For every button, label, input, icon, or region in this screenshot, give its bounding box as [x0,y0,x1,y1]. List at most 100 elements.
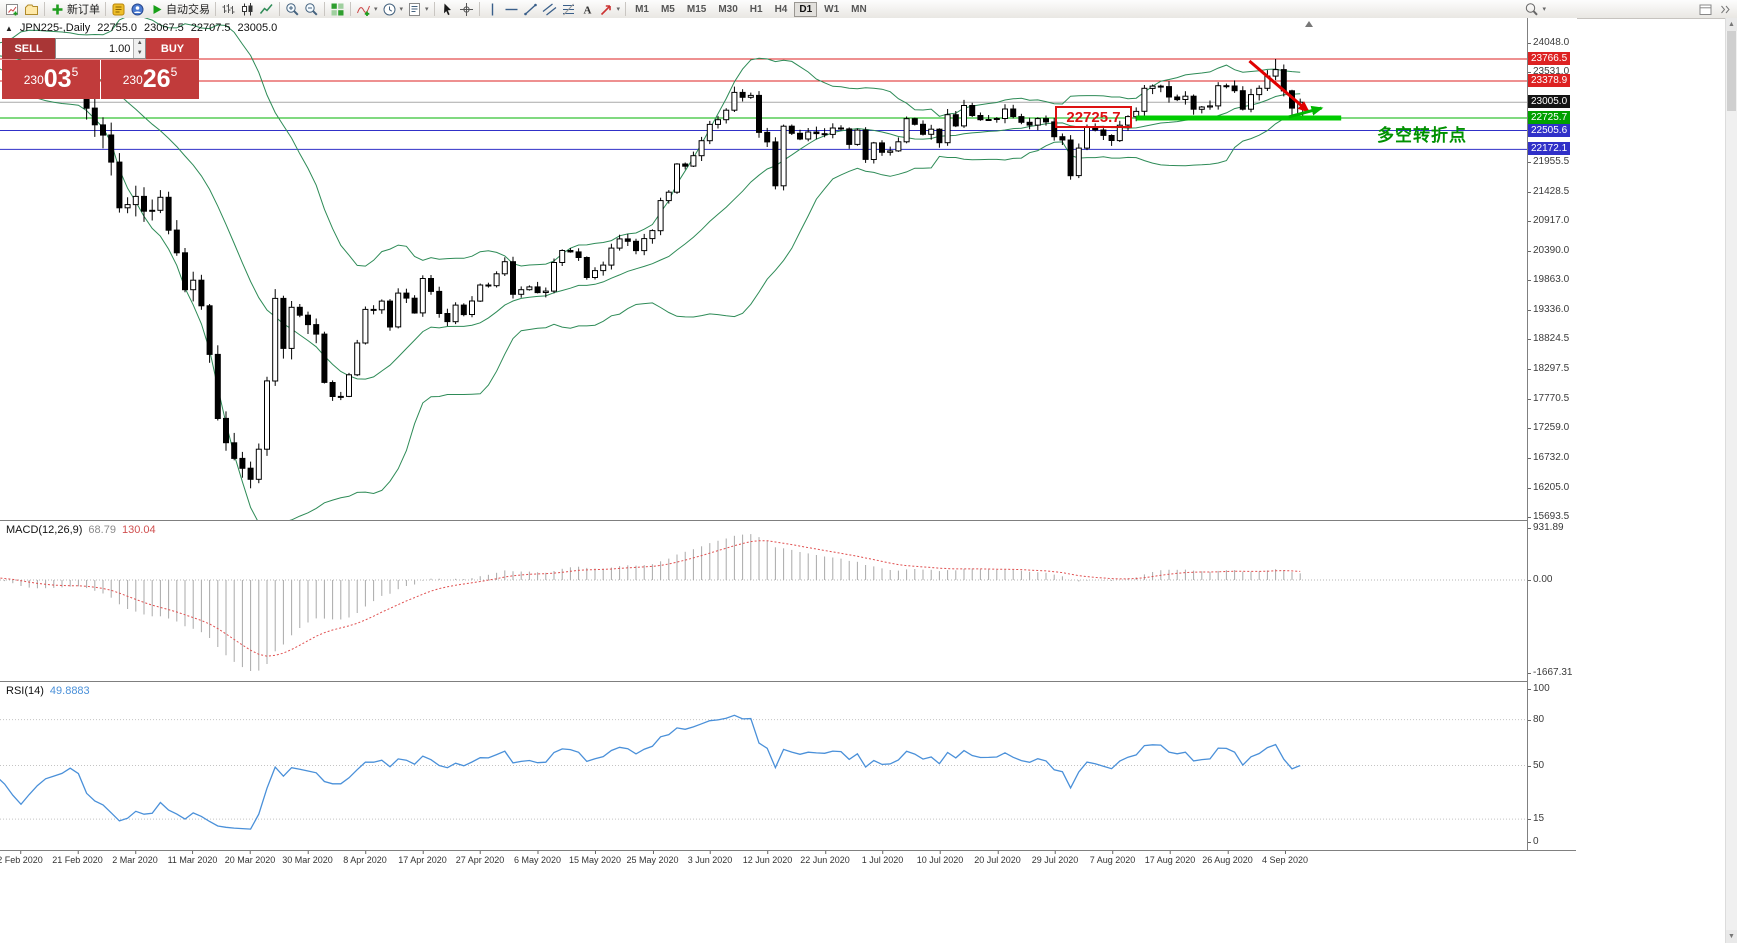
timeframe-h4-button[interactable]: H4 [774,3,788,15]
date-label: 17 Aug 2020 [1144,851,1196,865]
rsi-tick-label: 0 [1528,836,1539,847]
dropdown-caret-icon: ▾ [1542,6,1546,13]
price-level-tag: 23766.5 [1528,51,1571,65]
volume-down-button[interactable]: ▼ [134,48,145,58]
toolbar-separator [350,2,351,16]
toolbar-separator [105,2,106,16]
scrollbar-thumb[interactable] [1727,31,1736,111]
volume-up-button[interactable]: ▲ [134,39,145,49]
rsi-pane-splitter[interactable] [0,681,1576,682]
timeframe-w1-button[interactable]: W1 [824,3,840,15]
rsi-canvas[interactable] [0,681,1527,850]
sell-button[interactable]: SELL [2,38,55,59]
crosshair-icon[interactable] [457,1,476,18]
price-prefix: 230 [122,72,143,87]
bar-chart-icon[interactable] [219,1,238,18]
timeframe-m1-button[interactable]: M1 [635,3,649,15]
date-label: 22 Jun 2020 [800,851,850,865]
date-label: 12 Jun 2020 [742,851,793,865]
zoom-in-icon[interactable] [283,1,302,18]
scroll-down-icon[interactable]: ▼ [1726,930,1737,943]
price-prefix: 230 [23,72,44,87]
window-icon[interactable] [1696,1,1715,18]
svg-text:A: A [583,4,591,16]
dropdown-caret-icon: ▾ [374,6,378,13]
profiles-icon[interactable] [22,1,41,18]
timeframe-m5-button[interactable]: M5 [660,3,675,15]
date-label: 3 Jun 2020 [687,851,733,865]
date-label: 29 Jul 2020 [1031,851,1079,865]
vertical-line-icon[interactable] [483,1,502,18]
overflow-chevrons-icon[interactable] [1715,1,1734,18]
scroll-up-icon[interactable]: ▲ [1726,18,1737,31]
tile-windows-icon[interactable] [328,1,347,18]
arrows-icon[interactable]: ▾ [597,1,623,18]
toolbar-separator [324,2,325,16]
horizontal-line-icon[interactable] [502,1,521,18]
fibonacci-icon[interactable] [559,1,578,18]
price-tick-label: 18297.5 [1527,363,1570,375]
metaeditor-icon[interactable] [109,1,128,18]
price-tick-label: 18824.5 [1527,333,1570,345]
turning-point-label[interactable]: 多空转折点 [1377,126,1467,145]
volume-input[interactable] [56,39,134,58]
symbol-period-label: JPN225-,Daily [19,22,91,34]
periods-icon[interactable]: ▾ [380,1,406,18]
timeframe-d1-button[interactable]: D1 [794,1,818,17]
one-click-toggle-icon[interactable]: ▲ [5,23,13,33]
price-tick-label: 17259.0 [1527,422,1570,434]
templates-icon[interactable]: ▾ [405,1,431,18]
date-axis[interactable]: 2 Feb 2020 21 Feb 2020 2 Mar 2020 11 Mar 20… [0,850,1576,868]
date-label: 20 Jul 2020 [974,851,1021,865]
vertical-scrollbar[interactable]: ▲ ▼ [1725,18,1737,943]
rsi-pane[interactable] [0,681,1527,850]
macd-label: MACD(12,26,9) 68.79 130.04 [6,524,156,536]
timeframe-m15-button[interactable]: M15 [686,3,707,15]
chart-shift-marker-icon[interactable] [1305,21,1313,27]
channel-icon[interactable] [540,1,559,18]
line-chart-icon[interactable] [257,1,276,18]
trendline-icon[interactable] [521,1,540,18]
buy-button[interactable]: BUY [146,38,199,59]
new-order-button[interactable]: 新订单 [48,1,102,18]
rsi-label: RSI(14) 49.8883 [6,685,90,697]
date-label: 20 Mar 2020 [224,851,276,865]
date-label: 1 Jul 2020 [861,851,904,865]
community-icon[interactable] [128,1,147,18]
macd-pane-splitter[interactable] [0,520,1576,521]
timeframe-m30-button[interactable]: M30 [718,3,738,15]
buy-price[interactable]: 230 26 5 [101,60,199,99]
volume-stepper: ▲ ▼ [133,39,145,58]
macd-canvas[interactable] [0,520,1527,681]
main-chart-canvas[interactable] [0,18,1527,520]
price-big-digits: 03 [43,65,72,93]
toolbar-separator [625,2,627,16]
toolbar: 新订单 自动交易 ▾ ▾ ▾ A ▾ M1 M5 M15 M30 H1 H4 D1 W1 MN ▾ [0,0,1737,19]
search-icon[interactable]: ▾ [1522,1,1548,18]
main-chart-pane[interactable] [0,18,1527,520]
dropdown-caret-icon: ▾ [616,6,621,13]
new-order-button-label: 新订单 [67,4,100,16]
text-icon[interactable]: A [578,1,597,18]
timeframe-mn-button[interactable]: MN [851,3,867,15]
macd-tick-label: 931.89 [1528,522,1564,533]
autotrading-button[interactable]: 自动交易 [147,1,212,18]
price-tick-label: 23531.0 [1527,66,1570,78]
macd-pane[interactable] [0,520,1527,681]
price-axis[interactable]: 24048.0 23531.0 21955.5 21428.5 20917.0 20390… [1527,18,1577,850]
price-annotation-box[interactable]: 22725.7 [1055,106,1132,128]
date-label: 7 Aug 2020 [1089,851,1136,865]
rsi-value: 49.8883 [49,685,90,697]
price-tick-label: 16205.0 [1527,481,1570,493]
zoom-out-icon[interactable] [302,1,321,18]
sell-price[interactable]: 230 03 5 [2,60,100,99]
price-tick-label: 21428.5 [1527,185,1570,197]
new-chart-icon[interactable] [3,1,22,18]
date-label: 6 May 2020 [513,851,562,865]
candlestick-chart-icon[interactable] [238,1,257,18]
indicators-icon[interactable]: ▾ [354,1,380,18]
timeframe-h1-button[interactable]: H1 [749,3,763,15]
price-tick-label: 16732.0 [1527,452,1570,464]
date-label: 8 Apr 2020 [343,851,387,865]
cursor-icon[interactable] [438,1,457,18]
